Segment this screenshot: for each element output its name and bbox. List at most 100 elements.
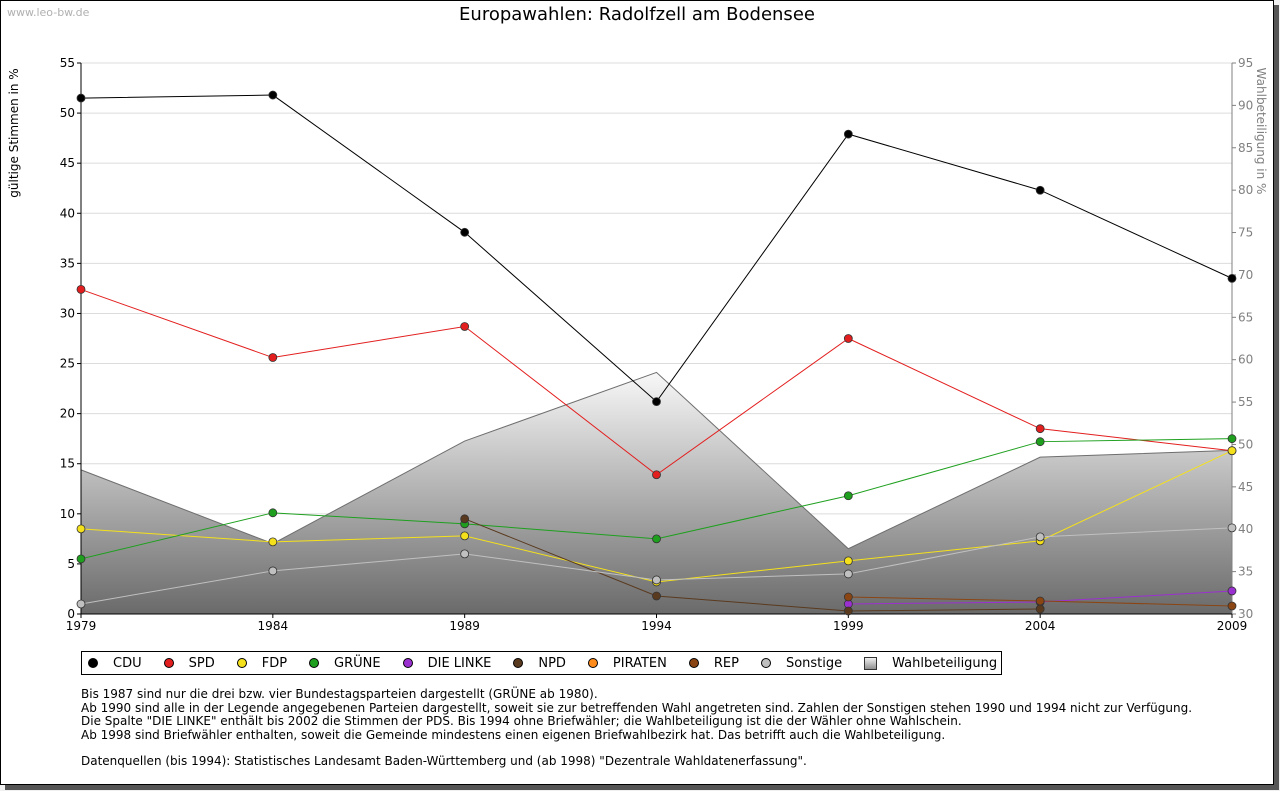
data-point (268, 537, 278, 547)
x-tick-label: 1984 (258, 619, 289, 633)
legend-label: DIE LINKE (427, 655, 492, 671)
data-point (76, 524, 86, 534)
y-tick-label: 15 (60, 457, 75, 471)
data-point (268, 353, 278, 362)
note-line: Die Spalte "DIE LINKE" enthält bis 2002 … (81, 714, 962, 728)
legend-label: SPD (188, 655, 215, 671)
note-line: Ab 1990 sind alle in der Legende angegeb… (81, 700, 1193, 715)
legend-item: NPD (513, 656, 566, 671)
y-tick-label: 50 (60, 106, 75, 120)
legend-item: FDP (236, 655, 288, 671)
legend-marker (309, 658, 320, 668)
y2-tick-label: 70 (1238, 268, 1253, 282)
legend-item: SPD (163, 655, 215, 671)
data-point (843, 334, 853, 343)
legend-item: Wahlbeteiligung (864, 656, 997, 671)
data-point (460, 549, 470, 559)
data-point (1227, 446, 1237, 456)
legend-label: GRÜNE (334, 655, 381, 671)
chart-title: Europawahlen: Radolfzell am Bodensee (459, 4, 815, 25)
data-point (76, 554, 86, 564)
data-point (843, 556, 853, 566)
y2-tick-label: 65 (1238, 310, 1253, 324)
legend-marker (513, 658, 524, 668)
y-tick-label: 35 (60, 256, 75, 270)
legend-marker (88, 658, 98, 668)
data-point (1227, 523, 1237, 533)
data-point (1035, 596, 1045, 606)
y2-tick-label: 95 (1238, 56, 1253, 70)
data-point (843, 606, 853, 616)
data-point (1035, 604, 1045, 614)
data-point (1227, 586, 1237, 596)
y2-tick-label: 80 (1238, 183, 1253, 197)
data-point (268, 508, 278, 518)
plot-area: 0 5 10 15 20 25 30 35 40 45 50 55 30 35 40 45 50 55 60 65 70… (60, 56, 1254, 633)
y2-tick-label: 45 (1238, 480, 1253, 494)
legend-label: PIRATEN (612, 655, 667, 671)
y2-tick-label: 30 (1238, 607, 1253, 621)
x-tick-label: 1999 (833, 619, 864, 633)
legend: CDU SPD FDP GRÜNE DIE LINKE NPD PIRATEN REP Sons… (81, 651, 1003, 675)
data-point (76, 93, 86, 103)
data-point (460, 514, 470, 524)
legend-label: CDU (113, 655, 142, 671)
x-tick-label: 2004 (1025, 619, 1056, 633)
y-tick-label: 45 (60, 156, 75, 170)
x-tick-label: 1989 (449, 619, 480, 633)
y2-tick-label: 35 (1238, 565, 1253, 579)
y2-tick-label: 40 (1238, 522, 1253, 536)
legend-label: NPD (538, 655, 566, 671)
y2-tick-label: 85 (1238, 141, 1253, 155)
legend-marker (236, 658, 247, 668)
y-tick-label: 5 (67, 557, 75, 571)
data-point (652, 534, 661, 544)
watermark: www.leo-bw.de (7, 6, 90, 19)
x-tick-label: 1994 (641, 619, 672, 633)
legend-label: REP (713, 655, 739, 671)
data-point (843, 491, 853, 501)
data-point (460, 227, 470, 237)
data-point (1035, 437, 1045, 447)
y2-tick-label: 75 (1238, 226, 1253, 240)
data-point (460, 322, 470, 331)
y-tick-label: 10 (60, 507, 75, 521)
data-point (843, 569, 853, 579)
note-line: Ab 1998 sind Briefwähler enthalten, sowe… (81, 727, 946, 742)
data-point (843, 592, 853, 602)
data-point (1035, 424, 1045, 434)
data-point (76, 599, 86, 609)
data-point (843, 129, 853, 139)
y-tick-label: 25 (60, 357, 75, 371)
legend-item: GRÜNE (309, 656, 381, 671)
data-point (268, 566, 278, 576)
y2-tick-label: 55 (1238, 395, 1253, 409)
legend-item: REP (688, 655, 739, 671)
data-point (652, 591, 661, 601)
data-point (652, 397, 661, 407)
data-point (1227, 601, 1237, 611)
legend-label: Wahlbeteiligung (892, 655, 998, 671)
y2-tick-label: 90 (1238, 98, 1253, 112)
x-tick-label: 2009 (1217, 619, 1248, 633)
y2-tick-label: 60 (1238, 353, 1253, 367)
legend-label: FDP (261, 655, 288, 671)
legend-marker (760, 658, 771, 668)
y-tick-label: 55 (60, 56, 75, 70)
legend-marker (688, 658, 699, 668)
legend-label: Sonstige (785, 655, 843, 671)
data-point (1035, 532, 1045, 542)
y2-tick-label: 50 (1238, 437, 1253, 451)
y-tick-label: 0 (67, 607, 75, 621)
legend-marker (163, 658, 174, 668)
legend-marker (402, 658, 413, 668)
data-point (1227, 434, 1237, 444)
turnout-area (81, 372, 1232, 614)
legend-marker (587, 658, 598, 668)
data-point (652, 575, 661, 585)
sources-line: Datenquellen (bis 1994): Statistisches L… (81, 754, 807, 768)
x-tick-label: 1979 (66, 619, 97, 633)
legend-item: DIE LINKE (402, 655, 492, 671)
y-tick-label: 20 (60, 407, 75, 421)
